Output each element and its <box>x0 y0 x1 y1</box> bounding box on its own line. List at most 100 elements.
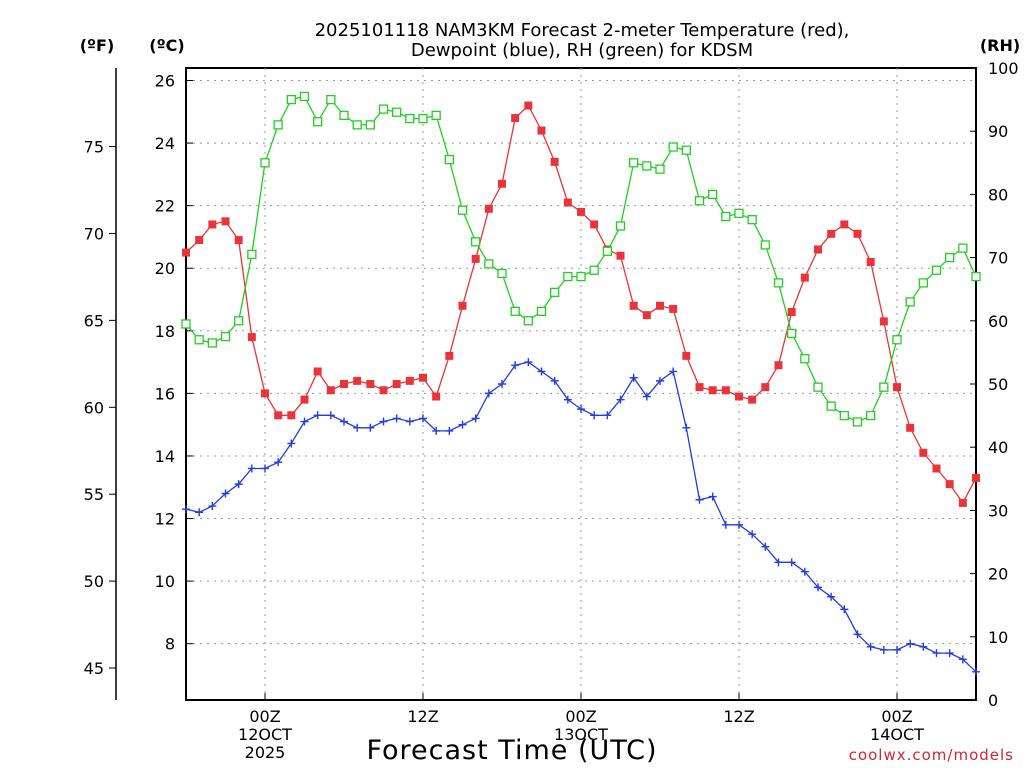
dewpoint-point <box>879 645 888 654</box>
dewpoint-point <box>419 414 427 423</box>
dewpoint-series <box>182 358 980 676</box>
celsius-tick-label: 26 <box>155 72 175 91</box>
temperature-point <box>326 386 335 395</box>
rh-point <box>339 110 349 121</box>
rh-point <box>457 205 468 215</box>
temperature-point <box>669 304 678 313</box>
temperature-point <box>761 383 770 392</box>
rh-point <box>747 215 757 225</box>
rh-point <box>668 142 678 152</box>
fahrenheit-tick-label: 50 <box>84 572 104 591</box>
dewpoint-point <box>761 542 770 551</box>
rh-point <box>734 208 744 219</box>
temperature-point <box>405 376 414 385</box>
rh-point <box>260 158 270 168</box>
dewpoint-point <box>300 417 309 426</box>
time-tick-label: 00Z <box>881 707 912 726</box>
rh-point <box>497 268 507 279</box>
fahrenheit-tick-label: 60 <box>84 398 104 417</box>
temperature-point <box>695 383 704 392</box>
dewpoint-point <box>445 426 454 435</box>
temperature-point <box>445 351 454 360</box>
rh-point <box>918 278 928 288</box>
rh-axis-unit: (RH) <box>980 36 1020 55</box>
rh-point <box>681 145 691 155</box>
celsius-tick-label: 14 <box>155 447 175 466</box>
temperature-point <box>419 373 427 382</box>
rh-point <box>866 410 876 421</box>
rh-point <box>760 240 770 250</box>
dewpoint-point <box>261 464 269 473</box>
rh-point <box>879 382 889 392</box>
dewpoint-point <box>458 420 467 429</box>
dewpoint-point <box>313 411 322 420</box>
temperature-series <box>182 101 980 507</box>
rh-point <box>708 189 718 200</box>
rh-point <box>247 249 257 260</box>
temperature-point <box>629 301 638 310</box>
time-tick-label: 00Z <box>249 707 280 726</box>
temperature-point <box>274 411 283 420</box>
temperature-point <box>537 126 546 135</box>
rh-tick-label: 10 <box>988 628 1008 647</box>
temperature-point <box>195 236 204 245</box>
temperature-point <box>550 157 559 166</box>
temperature-point <box>879 317 888 326</box>
rh-tick-label: 30 <box>988 501 1008 520</box>
fahrenheit-tick-label: 55 <box>84 485 104 504</box>
dewpoint-point <box>432 426 441 435</box>
rh-point <box>234 316 244 326</box>
temperature-point <box>866 257 875 266</box>
chart-title-line1: 2025101118 NAM3KM Forecast 2-meter Tempe… <box>315 20 850 41</box>
temperature-point <box>392 380 401 388</box>
fahrenheit-tick-label: 75 <box>84 138 104 157</box>
dewpoint-point <box>379 417 388 426</box>
dewpoint-point <box>287 439 296 448</box>
celsius-tick-label: 24 <box>155 134 175 153</box>
temperature-point <box>656 301 664 310</box>
temperature-point <box>642 311 651 320</box>
rh-point <box>194 335 204 345</box>
rh-point <box>892 335 902 345</box>
celsius-tick-label: 8 <box>165 635 175 654</box>
rh-point <box>392 107 402 117</box>
temperature-point <box>853 229 862 238</box>
dewpoint-point <box>392 414 401 423</box>
rh-tick-label: 80 <box>988 185 1008 204</box>
rh-point <box>800 354 810 364</box>
celsius-tick-label: 10 <box>155 572 175 591</box>
time-tick-label: 14OCT <box>870 725 924 744</box>
dewpoint-point <box>721 520 730 529</box>
temperature-point <box>590 220 599 229</box>
temperature-point <box>972 473 980 482</box>
dewpoint-point <box>945 649 954 658</box>
rh-point <box>378 104 389 114</box>
rh-point <box>405 113 415 124</box>
rh-point <box>563 271 573 282</box>
rh-point <box>299 91 310 102</box>
temperature-point <box>945 480 954 489</box>
dewpoint-point <box>735 520 743 529</box>
temperature-point <box>721 386 730 395</box>
temperature-point <box>234 236 243 245</box>
rh-point <box>536 306 547 316</box>
dewpoint-point <box>616 395 625 404</box>
rh-point <box>365 120 375 130</box>
rh-point <box>484 259 494 269</box>
rh-point <box>352 120 362 130</box>
rh-tick-label: 60 <box>988 312 1008 331</box>
dewpoint-point <box>208 502 217 511</box>
gridlines <box>186 68 976 700</box>
rh-point <box>721 211 731 222</box>
temperature-point <box>458 301 467 310</box>
temperature-point <box>932 464 941 473</box>
rh-tick-label: 100 <box>988 59 1019 78</box>
dewpoint-point <box>182 505 190 514</box>
temperature-point <box>340 380 348 388</box>
dewpoint-point <box>708 492 717 501</box>
rh-point <box>852 417 863 427</box>
rh-point <box>839 410 849 421</box>
dewpoint-point <box>814 583 822 592</box>
temperature-point <box>814 245 822 254</box>
dewpoint-point <box>221 489 230 498</box>
